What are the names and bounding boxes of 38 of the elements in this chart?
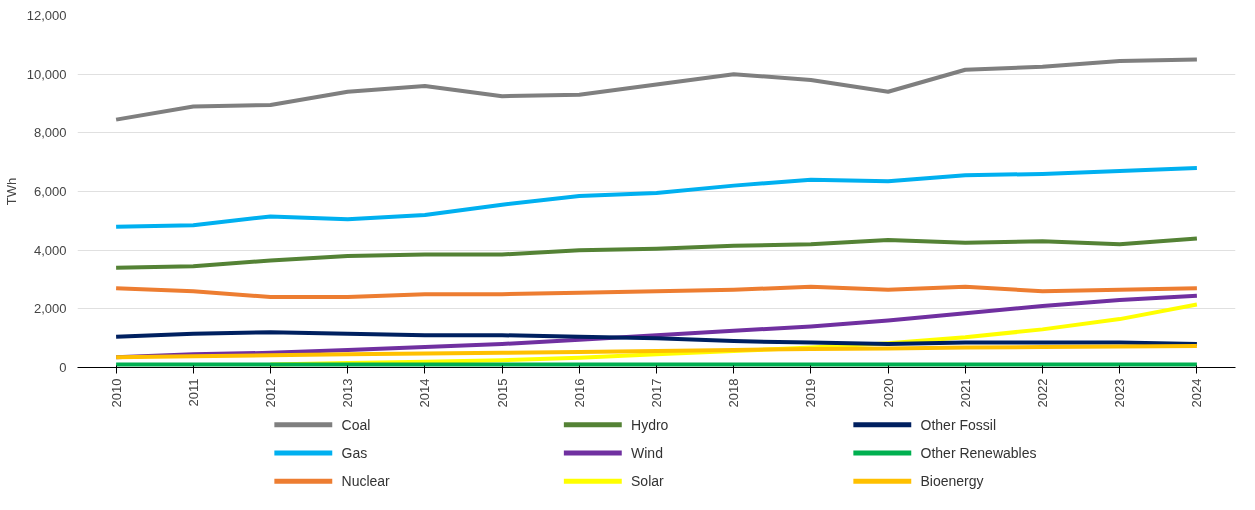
x-tick-label: 2012 <box>263 378 278 408</box>
x-tick-label: 2023 <box>1112 378 1128 408</box>
y-tick-label: 0 <box>59 360 67 375</box>
line-series <box>114 166 1199 229</box>
x-tick-label: 2021 <box>957 378 973 408</box>
line-series <box>114 284 1199 300</box>
y-axis-title: TWh <box>3 177 19 206</box>
x-tick-label: 2014 <box>417 378 433 408</box>
y-tick-label: 2,000 <box>33 301 67 317</box>
legend-label: Bioenergy <box>920 473 984 490</box>
x-tick-label: 2019 <box>803 378 819 408</box>
x-tick-label: 2011 <box>185 378 201 407</box>
line-series <box>114 236 1199 270</box>
x-tick-label: 2013 <box>340 378 356 408</box>
x-tick-label: 2017 <box>649 378 664 408</box>
legend-label: Nuclear <box>341 473 391 490</box>
legend-label: Coal <box>341 416 371 433</box>
x-tick-label: 2015 <box>494 378 510 408</box>
line-series <box>114 344 1199 360</box>
x-tick-label: 2018 <box>726 378 742 408</box>
x-tick-label: 2010 <box>108 378 124 408</box>
y-tick-label: 4,000 <box>33 242 67 258</box>
legend-label: Solar <box>631 473 665 490</box>
legend-label: Other Fossil <box>920 416 996 433</box>
x-tick-label: 2016 <box>571 378 587 408</box>
legend-label: Gas <box>341 445 368 461</box>
x-tick-label: 2024 <box>1189 378 1205 408</box>
y-tick-label: 8,000 <box>33 125 67 141</box>
y-tick-label: 12,000 <box>26 8 67 23</box>
line-series <box>114 57 1199 122</box>
legend-label: Wind <box>631 445 663 461</box>
line-series <box>114 330 1199 347</box>
y-tick-label: 6,000 <box>33 184 67 199</box>
x-tick-label: 2022 <box>1035 378 1050 408</box>
legend-label: Hydro <box>631 416 669 433</box>
y-tick-label: 10,000 <box>26 66 67 82</box>
legend-label: Other Renewables <box>920 445 1037 461</box>
x-tick-label: 2020 <box>880 378 896 408</box>
